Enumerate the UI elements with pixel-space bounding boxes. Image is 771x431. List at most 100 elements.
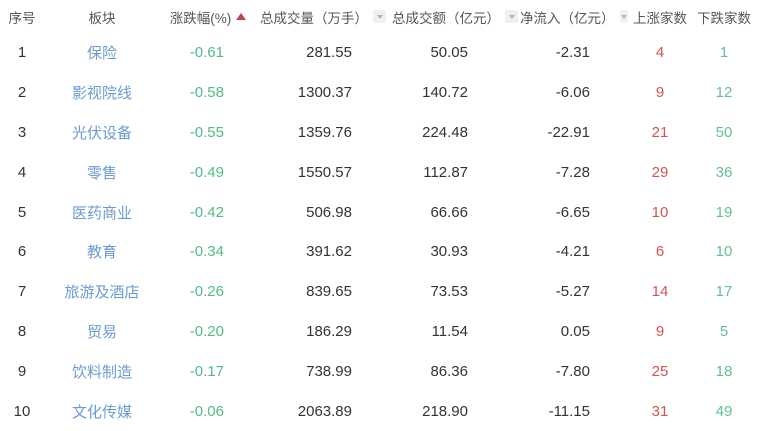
- row-index: 3: [17, 123, 27, 141]
- row-index: 1: [17, 44, 27, 62]
- change-percent-value: -0.61: [189, 44, 224, 62]
- table-row: 1 保险 -0.61 281.55 50.05 -2.31 4 1: [0, 33, 771, 73]
- table-row: 4 零售 -0.49 1550.57 112.87 -7.28 29 36: [0, 152, 771, 192]
- sector-link[interactable]: 保险: [86, 45, 117, 63]
- header-change-percent[interactable]: 涨跌幅(%): [160, 0, 256, 33]
- total-turnover-value: 224.48: [422, 123, 468, 141]
- total-volume-value: 2063.89: [297, 402, 352, 420]
- row-index: 2: [17, 84, 27, 102]
- net-inflow-value: -7.80: [555, 362, 590, 380]
- sector-link[interactable]: 光伏设备: [71, 124, 132, 142]
- total-volume-value: 1550.57: [297, 163, 352, 181]
- sector-link[interactable]: 饮料制造: [71, 363, 132, 381]
- sector-cell: 光伏设备: [44, 113, 160, 153]
- gainers-count-value: 6: [655, 243, 665, 261]
- row-index: 5: [17, 203, 27, 221]
- sector-link[interactable]: 医药商业: [71, 204, 132, 222]
- sector-cell: 保险: [44, 33, 160, 73]
- net-inflow-value: -22.91: [547, 123, 590, 141]
- sector-link[interactable]: 影视院线: [71, 85, 132, 103]
- table-row: 7 旅游及酒店 -0.26 839.65 73.53 -5.27 14 17: [0, 272, 771, 312]
- gainers-count-value: 29: [651, 163, 669, 181]
- losers-count-value: 36: [715, 163, 733, 181]
- sector-cell: 旅游及酒店: [44, 272, 160, 312]
- table-body: 1 保险 -0.61 281.55 50.05 -2.31 4 1 2 影视院线…: [0, 33, 771, 431]
- gainers-count-value: 21: [651, 123, 669, 141]
- total-volume-value: 1359.76: [297, 123, 352, 141]
- sector-link[interactable]: 教育: [86, 244, 117, 262]
- sector-link[interactable]: 贸易: [86, 323, 117, 341]
- sector-link[interactable]: 文化传媒: [71, 403, 132, 421]
- gainers-count-value: 4: [655, 44, 665, 62]
- gainers-count-value: 9: [655, 84, 665, 102]
- sector-link[interactable]: 零售: [86, 164, 117, 182]
- change-percent-value: -0.55: [189, 123, 224, 141]
- sector-cell: 影视院线: [44, 73, 160, 113]
- header-net-inflow[interactable]: 净流入（亿元）: [520, 0, 628, 33]
- total-volume-value: 839.65: [306, 283, 352, 301]
- sort-caret-icon[interactable]: [619, 10, 628, 23]
- sector-link[interactable]: 旅游及酒店: [64, 284, 140, 302]
- losers-count-value: 10: [715, 243, 733, 261]
- total-turnover-value: 140.72: [422, 84, 468, 102]
- header-total-volume[interactable]: 总成交量（万手）: [256, 0, 390, 33]
- total-turnover-value: 50.05: [430, 44, 468, 62]
- gainers-count-value: 25: [651, 362, 669, 380]
- table-row: 2 影视院线 -0.58 1300.37 140.72 -6.06 9 12: [0, 73, 771, 113]
- net-inflow-value: -2.31: [555, 44, 590, 62]
- net-inflow-value: -6.65: [555, 203, 590, 221]
- total-turnover-value: 112.87: [423, 163, 468, 181]
- table-row: 5 医药商业 -0.42 506.98 66.66 -6.65 10 19: [0, 192, 771, 232]
- row-index: 8: [17, 322, 27, 340]
- sector-cell: 教育: [44, 232, 160, 272]
- row-index: 6: [17, 243, 27, 261]
- gainers-count-value: 10: [651, 203, 669, 221]
- change-percent-value: -0.20: [189, 322, 224, 340]
- losers-count-value: 1: [719, 44, 729, 62]
- losers-count-value: 17: [715, 283, 733, 301]
- sort-caret-icon[interactable]: [505, 10, 518, 23]
- net-inflow-value: -5.27: [555, 283, 590, 301]
- header-total-turnover[interactable]: 总成交额（亿元）: [390, 0, 520, 33]
- header-gainers-count: 上涨家数: [628, 0, 692, 33]
- change-percent-value: -0.49: [189, 163, 224, 181]
- table-header-row: 序号 板块 涨跌幅(%) 总成交量（万手） 总成交额（亿元） 净流入（亿元） 上…: [0, 0, 771, 33]
- header-turnover-label: 总成交额（亿元）: [392, 10, 500, 26]
- total-volume-value: 738.99: [306, 362, 352, 380]
- gainers-count-value: 31: [651, 402, 669, 420]
- total-turnover-value: 11.54: [431, 322, 468, 340]
- row-index: 10: [13, 402, 31, 420]
- header-index-label: 序号: [8, 10, 36, 26]
- total-turnover-value: 218.90: [422, 402, 468, 420]
- total-volume-value: 391.62: [306, 243, 352, 261]
- total-volume-value: 506.98: [306, 203, 352, 221]
- sector-cell: 医药商业: [44, 192, 160, 232]
- total-turnover-value: 66.66: [430, 203, 468, 221]
- row-index: 9: [17, 362, 27, 380]
- sector-cell: 贸易: [44, 312, 160, 352]
- net-inflow-value: -4.21: [555, 243, 590, 261]
- total-turnover-value: 86.36: [430, 362, 468, 380]
- sector-cell: 饮料制造: [44, 351, 160, 391]
- sector-cell: 零售: [44, 152, 160, 192]
- gainers-count-value: 9: [655, 322, 665, 340]
- net-inflow-value: 0.05: [560, 322, 590, 340]
- row-index: 4: [17, 163, 27, 181]
- net-inflow-value: -7.28: [555, 163, 590, 181]
- sort-caret-icon[interactable]: [373, 10, 386, 23]
- header-index: 序号: [0, 0, 44, 33]
- losers-count-value: 19: [715, 203, 733, 221]
- table-row: 3 光伏设备 -0.55 1359.76 224.48 -22.91 21 50: [0, 113, 771, 153]
- losers-count-value: 50: [715, 123, 733, 141]
- total-turnover-value: 73.53: [430, 283, 468, 301]
- change-percent-value: -0.34: [189, 243, 224, 261]
- change-percent-value: -0.42: [189, 203, 224, 221]
- losers-count-value: 5: [719, 322, 729, 340]
- table-row: 9 饮料制造 -0.17 738.99 86.36 -7.80 25 18: [0, 351, 771, 391]
- total-volume-value: 281.55: [306, 44, 352, 62]
- sector-cell: 文化传媒: [44, 391, 160, 431]
- losers-count-value: 49: [715, 402, 733, 420]
- header-change-label: 涨跌幅(%): [169, 10, 232, 26]
- change-percent-value: -0.17: [189, 362, 224, 380]
